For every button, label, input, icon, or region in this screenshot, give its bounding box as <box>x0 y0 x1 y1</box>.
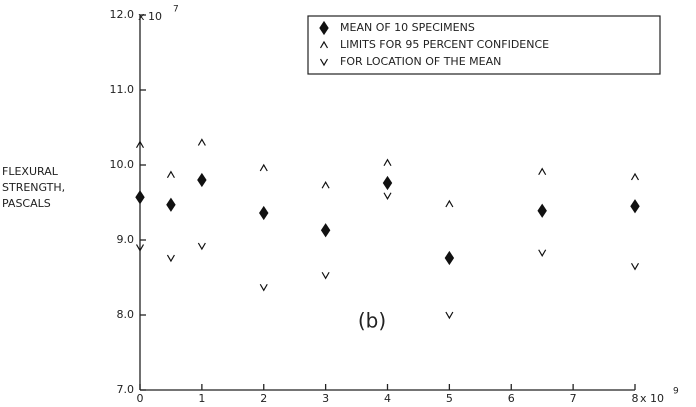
limit-point <box>445 199 454 208</box>
limit-point <box>319 40 329 49</box>
limit-point <box>630 172 640 181</box>
x-tick-label: 5 <box>446 392 453 405</box>
y-tick-label: 10.0 <box>110 158 135 171</box>
x-tick-label: 6 <box>508 392 515 405</box>
mean-point <box>444 250 455 266</box>
x-multiplier: x 10 <box>640 392 664 405</box>
limit-point <box>445 311 454 320</box>
x-tick-label: 3 <box>322 392 329 405</box>
x-tick-label: 1 <box>198 392 205 405</box>
x-multiplier-exp: 9 <box>673 387 679 397</box>
x-tick-label: 7 <box>570 392 577 405</box>
limit-point <box>383 158 392 167</box>
mean-point <box>382 175 393 191</box>
limit-point <box>538 167 547 176</box>
y-tick-label: 8.0 <box>117 308 135 321</box>
x-tick-label: 8 <box>632 392 639 405</box>
limit-point <box>321 271 330 280</box>
limit-point <box>630 262 640 271</box>
mean-point <box>135 190 145 205</box>
mean-point <box>320 223 331 238</box>
y-multiplier-exp: 7 <box>173 5 179 15</box>
x-tick-label: 4 <box>384 392 391 405</box>
mean-point <box>197 172 207 188</box>
legend-label: MEAN OF 10 SPECIMENS <box>340 21 475 34</box>
limit-point <box>166 254 175 263</box>
limit-point <box>197 138 206 146</box>
mean-point <box>259 205 269 221</box>
limit-point <box>166 170 175 179</box>
limit-point <box>321 181 330 189</box>
limit-point <box>319 58 329 67</box>
limit-point <box>383 192 392 200</box>
mean-point <box>537 203 547 218</box>
limit-point <box>259 283 268 292</box>
y-tick-label: 9.0 <box>117 233 135 246</box>
y-multiplier: x 10 <box>138 10 162 23</box>
y-axis-label: PASCALS <box>2 197 51 210</box>
limit-point <box>197 242 206 251</box>
mean-point <box>630 199 640 214</box>
x-tick-label: 2 <box>260 392 267 405</box>
legend-label: FOR LOCATION OF THE MEAN <box>340 55 501 68</box>
limit-point <box>135 244 145 252</box>
y-axis-label: STRENGTH, <box>2 181 65 194</box>
annotation: (b) <box>358 309 386 333</box>
mean-point <box>166 197 176 212</box>
x-tick-label: 0 <box>137 392 144 405</box>
y-tick-label: 7.0 <box>117 383 135 396</box>
y-axis-label: FLEXURAL <box>2 165 59 178</box>
legend-label: LIMITS FOR 95 PERCENT CONFIDENCE <box>340 38 549 51</box>
limit-point <box>538 249 547 257</box>
legend-box <box>307 15 661 75</box>
limit-point <box>135 140 145 149</box>
mean-point <box>319 20 329 36</box>
limit-point <box>259 163 268 172</box>
y-tick-label: 11.0 <box>110 83 135 96</box>
y-tick-label: 12.0 <box>110 8 135 21</box>
